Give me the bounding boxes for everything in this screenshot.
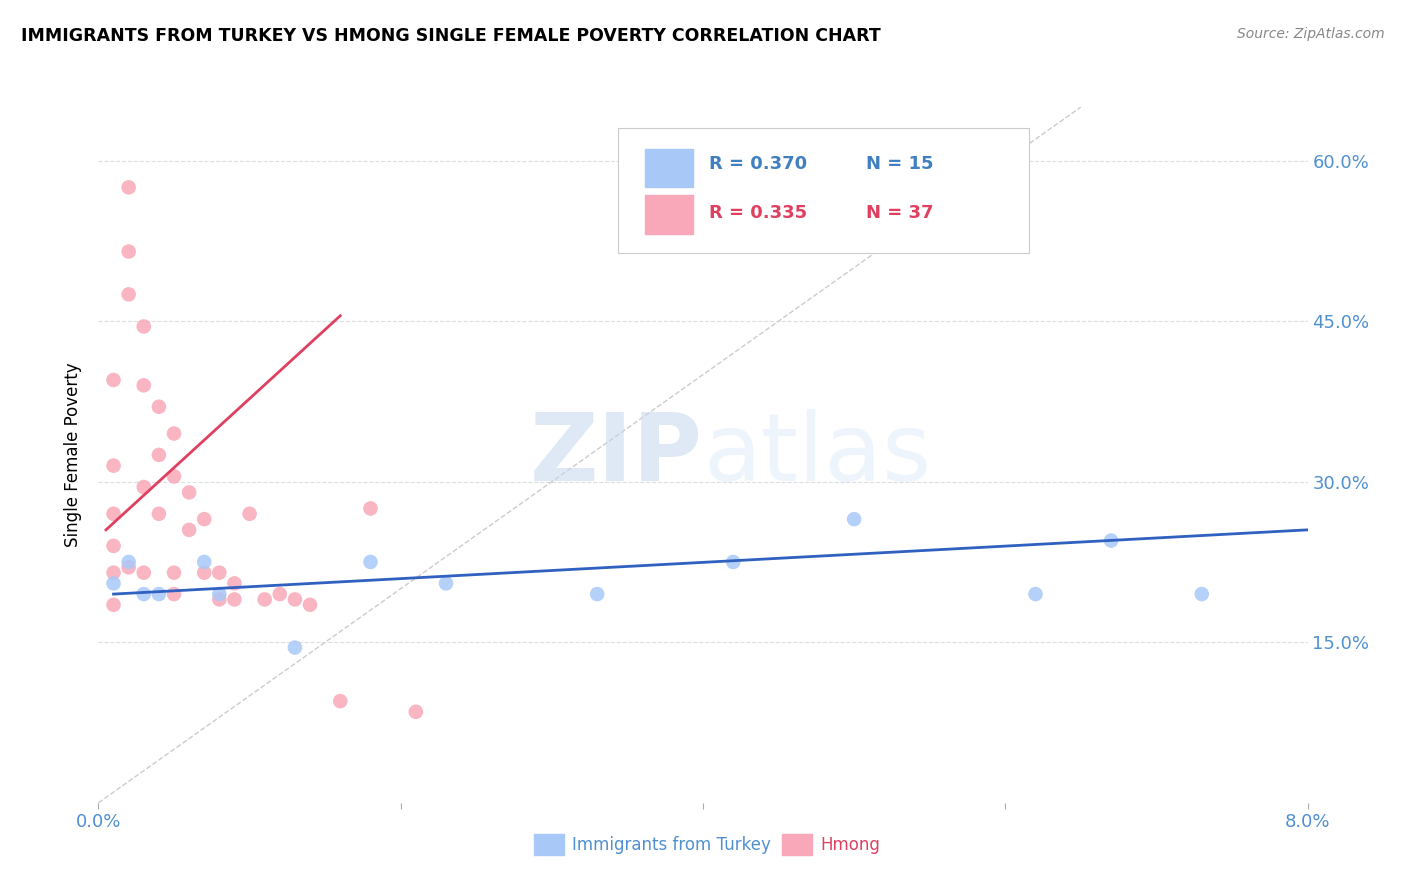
Point [723, 555, 745, 569]
Point [163, 426, 186, 441]
Point [148, 400, 170, 414]
Bar [534, 834, 564, 855]
Text: Source: ZipAtlas.com: Source: ZipAtlas.com [1237, 27, 1385, 41]
Point [103, 576, 125, 591]
Point [208, 566, 231, 580]
Point [224, 592, 246, 607]
Point [118, 287, 141, 301]
Point [163, 566, 186, 580]
Point [284, 592, 307, 607]
Point [193, 512, 215, 526]
Text: atlas: atlas [703, 409, 931, 501]
Point [329, 694, 352, 708]
Point [132, 566, 155, 580]
Point [1191, 587, 1213, 601]
Point [179, 523, 201, 537]
Point [179, 485, 201, 500]
FancyBboxPatch shape [619, 128, 1029, 253]
Text: N = 15: N = 15 [866, 155, 934, 173]
Point [103, 507, 125, 521]
Point [586, 587, 609, 601]
Point [148, 507, 170, 521]
Point [118, 180, 141, 194]
Text: ZIP: ZIP [530, 409, 703, 501]
Bar [645, 195, 693, 234]
Point [163, 469, 186, 483]
Point [193, 566, 215, 580]
Text: R = 0.370: R = 0.370 [709, 155, 807, 173]
Bar [782, 834, 811, 855]
Point [269, 587, 291, 601]
Point [132, 319, 155, 334]
Point [299, 598, 322, 612]
Text: Hmong: Hmong [820, 836, 880, 854]
Point [103, 458, 125, 473]
Point [224, 576, 246, 591]
Point [148, 448, 170, 462]
Point [405, 705, 427, 719]
Point [118, 555, 141, 569]
Point [253, 592, 276, 607]
Point [163, 587, 186, 601]
Point [1099, 533, 1122, 548]
Text: N = 37: N = 37 [866, 203, 934, 222]
Point [360, 501, 382, 516]
Point [284, 640, 307, 655]
Point [118, 560, 141, 574]
Text: IMMIGRANTS FROM TURKEY VS HMONG SINGLE FEMALE POVERTY CORRELATION CHART: IMMIGRANTS FROM TURKEY VS HMONG SINGLE F… [21, 27, 880, 45]
Point [118, 244, 141, 259]
Point [193, 555, 215, 569]
Point [844, 512, 866, 526]
Point [132, 587, 155, 601]
Point [103, 566, 125, 580]
Text: R = 0.335: R = 0.335 [709, 203, 807, 222]
Point [148, 587, 170, 601]
Point [1025, 587, 1047, 601]
Point [103, 539, 125, 553]
Point [434, 576, 457, 591]
Y-axis label: Single Female Poverty: Single Female Poverty [65, 363, 83, 547]
Bar [645, 149, 693, 187]
Point [132, 378, 155, 392]
Point [239, 507, 262, 521]
Point [360, 555, 382, 569]
Point [103, 598, 125, 612]
Text: Immigrants from Turkey: Immigrants from Turkey [572, 836, 772, 854]
Point [132, 480, 155, 494]
Point [208, 592, 231, 607]
Point [208, 587, 231, 601]
Point [103, 373, 125, 387]
